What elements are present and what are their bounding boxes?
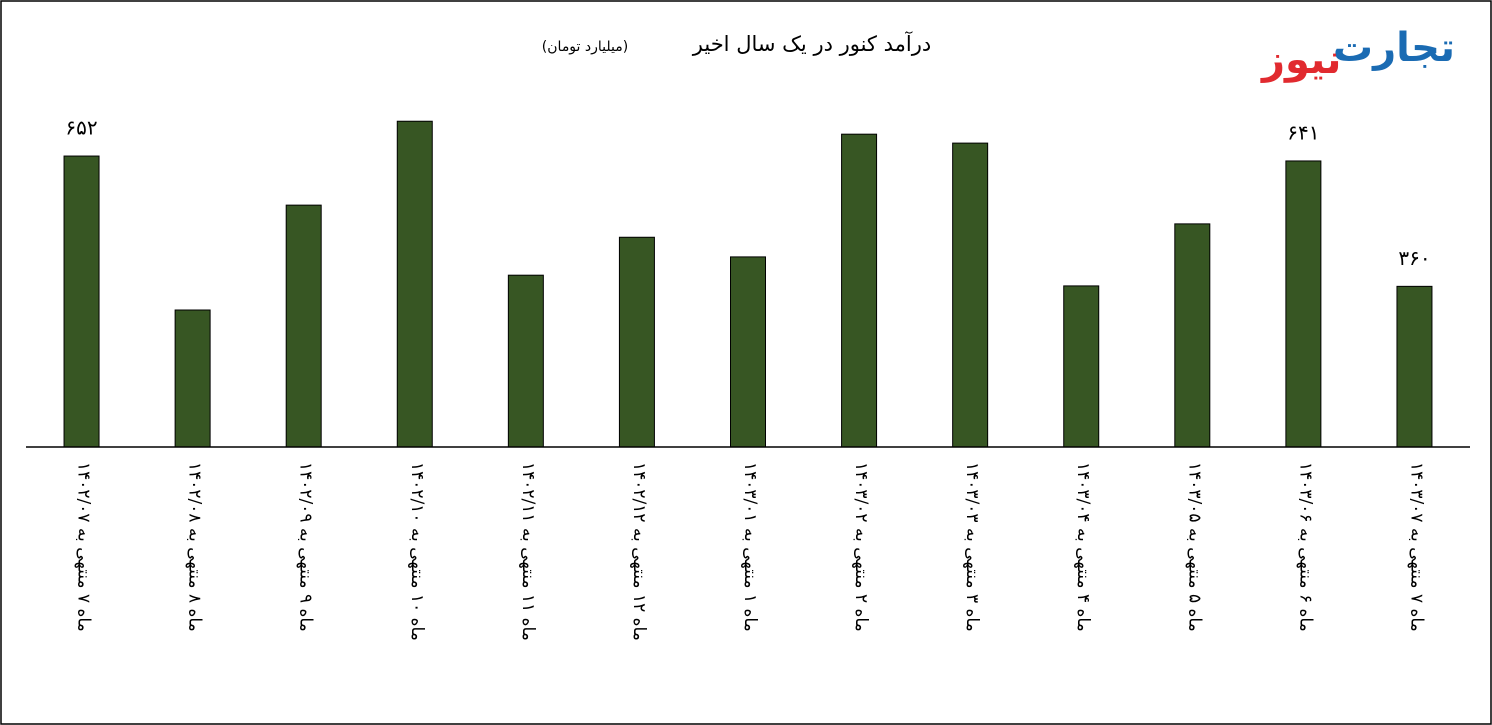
chart-title: درآمد کنور در یک سال اخیر xyxy=(692,31,931,56)
value-label: ۳۶۰ xyxy=(1398,246,1430,270)
bar xyxy=(730,256,766,448)
x-tick-label: ماه ۴ منتهی به ۱۴۰۳/۰۴ xyxy=(1073,462,1093,632)
x-tick-label: ماه ۱۰ منتهی به ۱۴۰۲/۱۰ xyxy=(407,462,427,641)
x-tick-label: ماه ۳ منتهی به ۱۴۰۳/۰۳ xyxy=(962,462,982,632)
x-tick-label: ماه ۵ منتهی به ۱۴۰۳/۰۵ xyxy=(1184,462,1204,632)
value-label: ۶۵۲ xyxy=(65,116,97,140)
logo-accent: نیوز xyxy=(1260,37,1341,83)
bar xyxy=(63,155,100,448)
bar xyxy=(396,120,433,448)
x-tick-label: ماه ۱۲ منتهی به ۱۴۰۲/۱۲ xyxy=(629,462,649,641)
x-tick-label: ماه ۷ منتهی به ۱۴۰۲/۰۷ xyxy=(74,462,94,632)
bar xyxy=(618,236,655,448)
chart-subtitle: (میلیارد تومان) xyxy=(542,39,628,55)
x-tick-label: ماه ۶ منتهی به ۱۴۰۳/۰۶ xyxy=(1295,462,1315,632)
x-tick-label: ماه ۸ منتهی به ۱۴۰۲/۰۸ xyxy=(185,462,205,632)
value-label: ۶۴۱ xyxy=(1287,120,1319,144)
x-tick-label: ماه ۹ منتهی به ۱۴۰۲/۰۹ xyxy=(296,462,316,632)
x-tick-label: ماه ۷ منتهی به ۱۴۰۳/۰۷ xyxy=(1406,462,1426,632)
x-tick-label: ماه ۱ منتهی به ۱۴۰۳/۰۱ xyxy=(740,462,760,632)
bar xyxy=(285,204,322,448)
bar xyxy=(952,142,989,448)
bar xyxy=(174,309,211,448)
bar xyxy=(1285,160,1322,448)
bar xyxy=(507,274,544,448)
x-tick-label: ماه ۲ منتهی به ۱۴۰۳/۰۲ xyxy=(851,462,871,632)
logo-brand: تجارت xyxy=(1333,25,1455,71)
bar xyxy=(1063,285,1100,448)
bar xyxy=(1174,223,1211,448)
bar xyxy=(841,133,878,448)
bar xyxy=(1396,285,1433,448)
x-tick-label: ماه ۱۱ منتهی به ۱۴۰۲/۱۱ xyxy=(518,462,538,641)
